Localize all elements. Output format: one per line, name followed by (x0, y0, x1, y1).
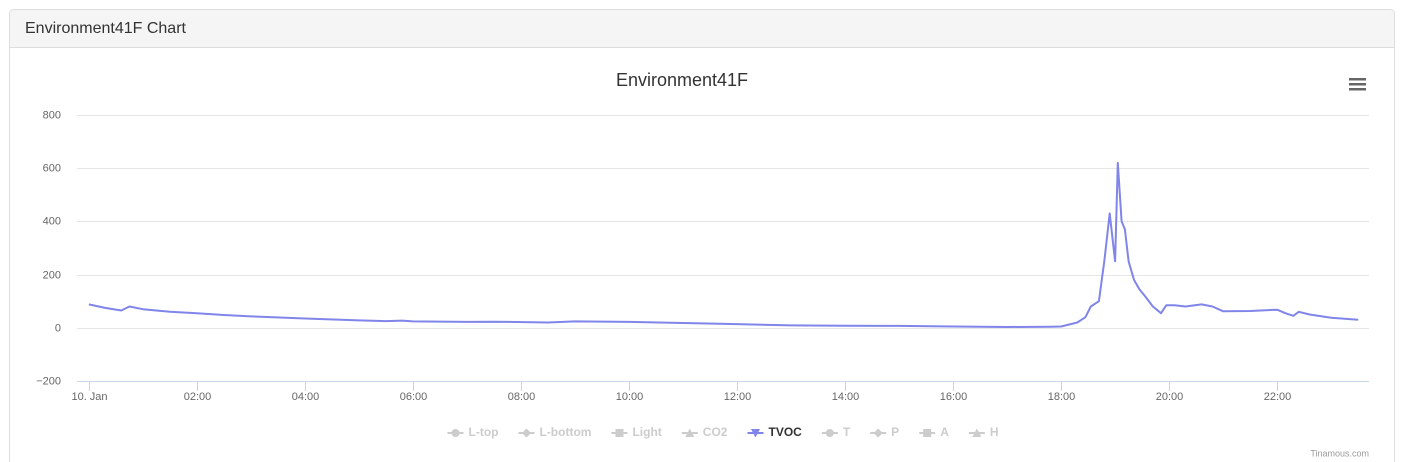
legend-symbol (972, 428, 982, 437)
x-tick-label: 20:00 (1156, 391, 1184, 403)
y-tick-label: 600 (43, 162, 61, 174)
chart-title: Environment41F (616, 70, 748, 90)
panel-title: Environment41F Chart (25, 20, 187, 37)
legend-symbol (750, 429, 760, 438)
legend-label: H (990, 425, 999, 439)
y-tick-label: 0 (55, 322, 61, 334)
x-tick-label: 12:00 (724, 391, 752, 403)
legend-label: L-top (469, 425, 499, 439)
series-line (88, 161, 1359, 328)
y-tick-label: 800 (43, 109, 61, 121)
menu-bar (1349, 78, 1366, 81)
y-tick-label: 200 (43, 269, 61, 281)
x-tick-label: 02:00 (184, 391, 212, 403)
legend-label: TVOC (768, 425, 802, 439)
legend-item[interactable]: A (919, 425, 949, 439)
legend-symbol (521, 428, 531, 438)
legend-item[interactable]: TVOC (747, 425, 802, 439)
menu-button[interactable] (1349, 78, 1366, 91)
legend-label: T (843, 425, 851, 439)
legend-symbol (873, 428, 883, 438)
x-tick-label: 22:00 (1264, 391, 1292, 403)
menu-bar (1349, 83, 1366, 86)
x-tick-label: 10. Jan (71, 391, 107, 403)
legend-item[interactable]: L-top (447, 425, 499, 439)
legend-item[interactable]: H (968, 425, 999, 439)
legend-label: A (940, 425, 949, 439)
x-tick-label: 16:00 (940, 391, 968, 403)
legend-label: P (891, 425, 899, 439)
legend-label: L-bottom (539, 425, 591, 439)
legend-symbol (923, 429, 932, 437)
x-tick-label: 14:00 (832, 391, 860, 403)
legend-item[interactable]: CO2 (681, 425, 728, 439)
legend-item[interactable]: T (821, 425, 851, 439)
legend-item[interactable]: P (870, 425, 899, 439)
panel-header (10, 10, 1394, 47)
x-tick-label: 18:00 (1048, 391, 1076, 403)
x-tick-label: 04:00 (292, 391, 320, 403)
legend-symbol (685, 428, 695, 437)
y-tick-label: 400 (43, 215, 61, 227)
legend-item[interactable]: Light (611, 425, 662, 439)
legend-item[interactable]: L-bottom (518, 425, 591, 439)
legend-label: Light (632, 425, 661, 439)
legend-symbol (451, 429, 460, 437)
menu-bar (1349, 88, 1366, 91)
y-tick-label: −200 (36, 375, 61, 387)
legend-label: CO2 (703, 425, 728, 439)
x-tick-label: 06:00 (400, 391, 428, 403)
credits[interactable]: Tinamous.com (1310, 448, 1369, 458)
legend: L-top L-bottom Light CO2 TVOC T P A H (447, 425, 999, 439)
x-tick-label: 08:00 (508, 391, 536, 403)
x-tick-label: 10:00 (616, 391, 644, 403)
legend-symbol (615, 429, 624, 437)
panel-border (9, 9, 1395, 462)
legend-symbol (825, 429, 834, 437)
